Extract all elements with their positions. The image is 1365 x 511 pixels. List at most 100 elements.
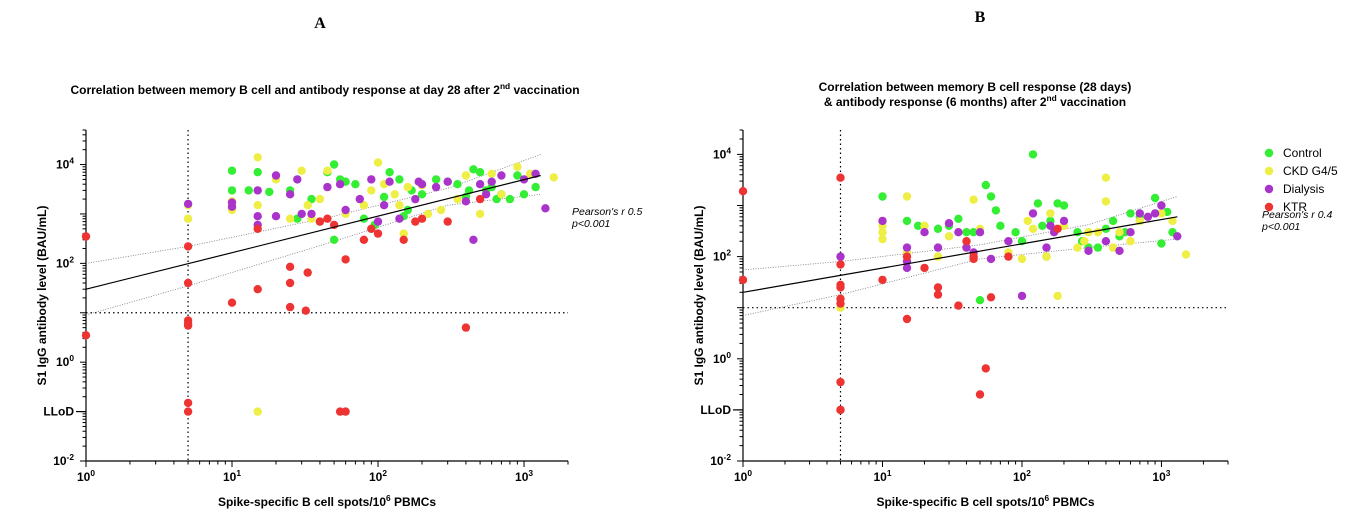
data-point [469, 165, 478, 174]
data-point [969, 254, 978, 264]
data-point [355, 194, 364, 204]
data-point [265, 187, 274, 197]
data-point [443, 217, 452, 226]
data-point [307, 194, 316, 204]
data-point [836, 260, 845, 269]
data-point [443, 177, 452, 186]
data-point [902, 263, 912, 273]
data-point [81, 331, 91, 340]
data-point [315, 217, 325, 226]
data-point [1042, 243, 1051, 252]
data-point [969, 228, 978, 237]
data-point [1108, 216, 1118, 226]
data-point [1093, 243, 1103, 252]
data-point [1143, 212, 1153, 221]
data-point [1053, 291, 1062, 301]
data-point [395, 214, 404, 223]
x-tick-label: 100 [77, 468, 95, 484]
y-tick-label: LLoD [700, 403, 731, 417]
data-point [297, 166, 306, 175]
data-point [933, 283, 943, 292]
data-point [227, 198, 237, 207]
data-point [836, 252, 845, 261]
data-point [836, 405, 845, 415]
data-point [986, 254, 996, 264]
confidence-band-upper [742, 196, 1178, 271]
y-tick-label: 104 [56, 156, 74, 172]
x-tick-label: 101 [223, 468, 241, 484]
x-tick-label: 103 [515, 468, 533, 484]
data-point [367, 224, 376, 233]
data-point [878, 275, 887, 285]
data-point [954, 214, 963, 223]
data-point [323, 166, 332, 175]
data-point [902, 314, 912, 324]
data-point [285, 262, 295, 271]
legend: Control CKD G4/5 Dialysis KTR [1264, 146, 1338, 214]
data-point [307, 209, 316, 219]
chart-panel-a: A Correlation between memory B cell and a… [35, 15, 642, 509]
data-point [1017, 254, 1027, 264]
stat-text: Pearson's r 0.5 [572, 206, 642, 218]
data-point [395, 201, 404, 210]
data-point [183, 398, 193, 408]
data-point [902, 243, 912, 252]
legend-marker [1264, 184, 1274, 194]
data-point [1046, 209, 1055, 218]
legend-label: CKD G4/5 [1283, 164, 1338, 178]
data-point [253, 407, 262, 416]
data-point [981, 180, 990, 190]
data-point [986, 293, 996, 302]
data-point [878, 228, 887, 237]
data-point [403, 182, 412, 192]
data-point [359, 201, 369, 210]
chart-title-line: Correlation between memory B cell respon… [819, 80, 1132, 94]
data-point [285, 278, 295, 288]
data-point [227, 166, 237, 175]
data-point [367, 186, 376, 195]
data-point [1028, 209, 1038, 218]
data-point [933, 243, 943, 252]
data-point [390, 190, 399, 199]
data-point [902, 192, 912, 201]
data-point [475, 168, 485, 177]
data-point [1059, 216, 1069, 226]
regression-line [742, 216, 1178, 293]
data-point [1042, 252, 1051, 261]
data-point [1101, 173, 1111, 182]
data-point [1073, 243, 1082, 252]
data-point [1126, 228, 1135, 237]
data-point [379, 201, 389, 210]
data-point [1157, 201, 1166, 210]
data-point [920, 228, 929, 237]
data-point [836, 377, 845, 387]
panel-letter: A [314, 15, 326, 32]
data-point [475, 180, 485, 189]
data-point [417, 180, 427, 189]
data-point [513, 162, 522, 171]
data-point [944, 219, 954, 228]
data-point [323, 214, 332, 223]
chart-panel-b: B Correlation between memory B cell respo… [692, 9, 1338, 509]
data-point [271, 171, 281, 180]
data-point [285, 214, 295, 223]
data-point [481, 190, 491, 199]
x-tick-label: 103 [1152, 468, 1170, 484]
data-point [335, 180, 345, 189]
data-point [1101, 237, 1111, 246]
data-point [1053, 199, 1062, 208]
regression-line [85, 174, 541, 290]
data-point [1017, 291, 1027, 301]
data-point [323, 182, 332, 192]
y-tick-label: 102 [713, 248, 731, 264]
data-point [297, 209, 306, 219]
data-point [373, 229, 383, 238]
data-point [253, 201, 262, 210]
data-point [303, 201, 312, 210]
data-point [1115, 228, 1124, 237]
data-point [902, 216, 912, 226]
data-point [183, 321, 193, 330]
series-dialysis [183, 169, 550, 244]
data-point [1150, 209, 1160, 218]
data-point [497, 190, 506, 199]
